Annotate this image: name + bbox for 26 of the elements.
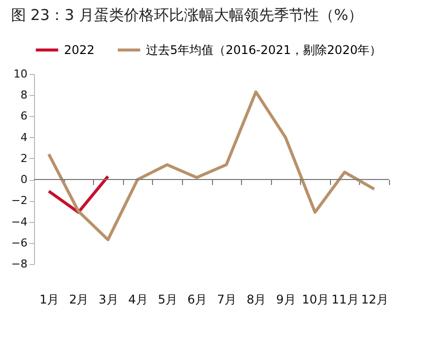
x-tick-label: 7月	[216, 292, 237, 307]
x-tick-label: 8月	[246, 292, 266, 307]
x-tick-label: 2月	[69, 292, 89, 307]
chart-title: 图 23：3 月蛋类价格环比涨幅大幅领先季节性（%）	[10, 6, 364, 24]
x-tick-label: 10月	[302, 292, 330, 307]
x-tick-label: 9月	[276, 292, 296, 307]
y-tick-label: 2	[20, 152, 28, 165]
y-tick-label: −4	[11, 215, 28, 228]
x-tick-label: 6月	[187, 292, 208, 307]
x-tick-label: 12月	[361, 292, 388, 307]
line-series	[47, 90, 376, 242]
y-tick-label: 8	[20, 88, 28, 102]
y-tick-label: 6	[20, 110, 28, 123]
legend-label: 过去5年均值（2016-2021，剔除2020年）	[146, 43, 382, 57]
x-tick-label: 3月	[98, 292, 118, 307]
legend-label: 2022	[64, 43, 95, 57]
y-tick-label: 10	[14, 68, 28, 80]
y-tick-label: 4	[20, 130, 28, 144]
x-tick-label: 11月	[331, 292, 359, 307]
y-tick-label: −6	[11, 236, 28, 250]
x-tick-label: 5月	[158, 292, 178, 307]
y-tick-label: −8	[11, 258, 28, 270]
x-tick-label: 4月	[128, 292, 148, 307]
y-tick-label: −2	[11, 194, 28, 208]
y-tick-label: 0	[20, 173, 28, 186]
x-tick-label: 1月	[39, 292, 60, 307]
